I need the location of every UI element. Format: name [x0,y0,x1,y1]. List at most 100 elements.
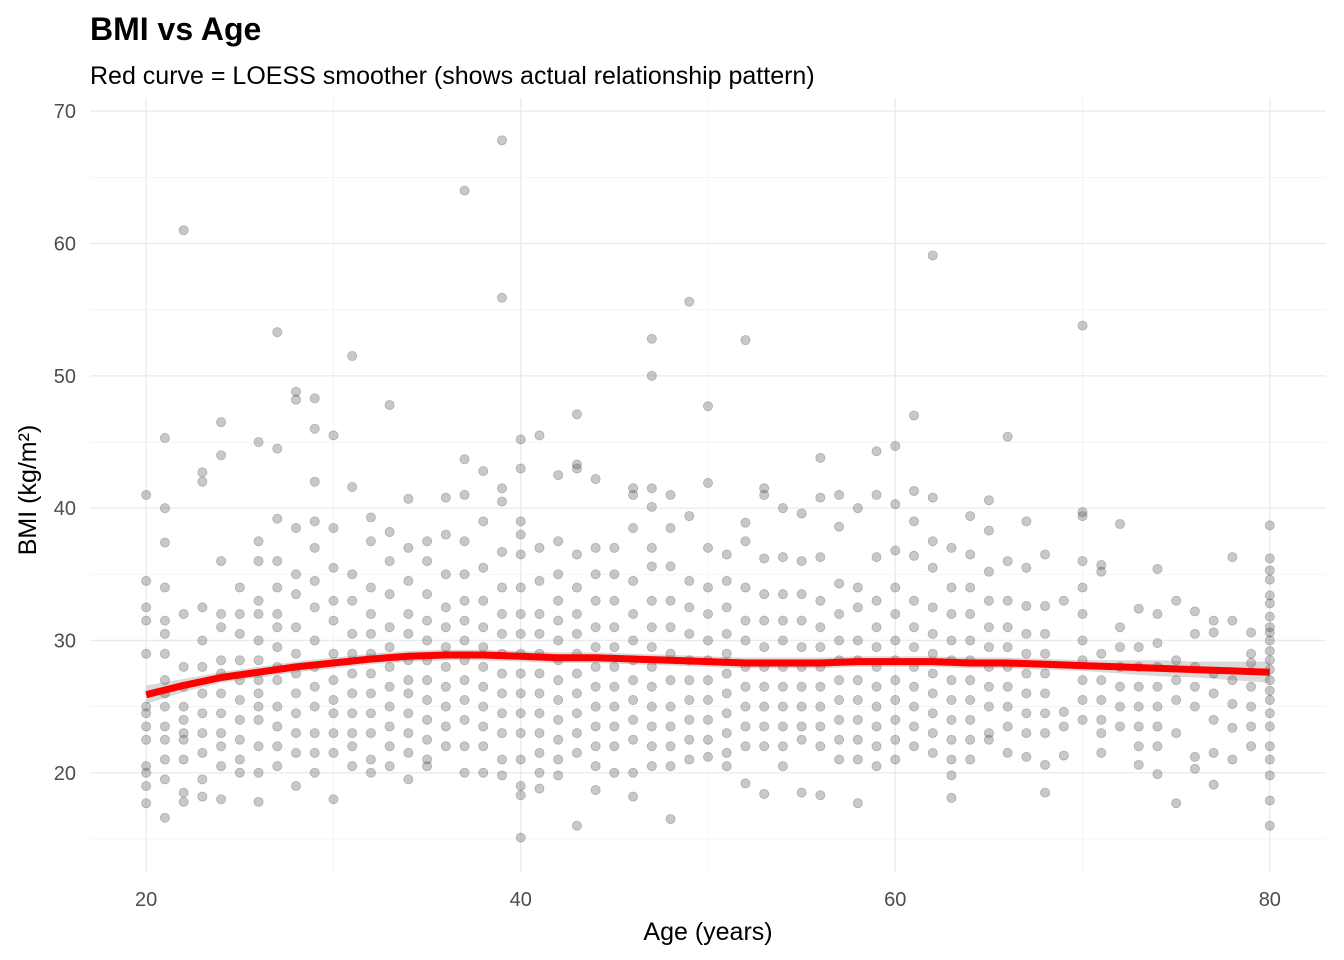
scatter-point [628,575,639,586]
scatter-point [983,595,994,606]
scatter-point [1002,431,1013,442]
scatter-point [834,675,845,686]
scatter-point [684,296,695,307]
scatter-point [553,536,564,547]
scatter-point [1152,721,1163,732]
scatter-point [290,622,301,633]
scatter-point [159,537,170,548]
scatter-point [422,615,433,626]
scatter-point [777,741,788,752]
scatter-point [965,635,976,646]
scatter-point [1040,759,1051,770]
scatter-point [159,701,170,712]
scatter-point [834,578,845,589]
scatter-point [1115,642,1126,653]
scatter-point [515,790,526,801]
scatter-point [871,489,882,500]
scatter-point [553,714,564,725]
scatter-point [983,681,994,692]
scatter-point [983,495,994,506]
scatter-point [759,483,770,494]
scatter-point [1264,708,1275,719]
scatter-point [777,552,788,563]
scatter-point [328,695,339,706]
scatter-point [1096,728,1107,739]
scatter-point [234,754,245,765]
scatter-point [403,688,414,699]
scatter-point [141,761,152,772]
scatter-point [684,714,695,725]
scatter-point [422,589,433,600]
scatter-point [478,741,489,752]
scatter-point [927,728,938,739]
scatter-point [309,767,320,778]
scatter-point [496,582,507,593]
scatter-point [1077,507,1088,518]
scatter-point [852,754,863,765]
scatter-point [290,747,301,758]
scatter-point [534,747,545,758]
scatter-point [365,582,376,593]
scatter-point [515,668,526,679]
loess-smoother-layer [145,651,1270,699]
scatter-point [1246,627,1257,638]
scatter-point [759,721,770,732]
scatter-point [553,615,564,626]
scatter-point [496,496,507,507]
scatter-point [1208,779,1219,790]
scatter-point [665,523,676,534]
scatter-point [1115,721,1126,732]
x-axis-title: Age (years) [643,918,772,946]
scatter-point [909,721,920,732]
scatter-point [216,741,227,752]
scatter-point [309,575,320,586]
scatter-point [178,734,189,745]
scatter-point [815,790,826,801]
scatter-point [328,595,339,606]
scatter-point [553,734,564,745]
scatter-point [909,642,920,653]
scatter-point [590,761,601,772]
scatter-point [403,542,414,553]
scatter-point [365,609,376,620]
scatter-point [197,774,208,785]
scatter-point [609,721,620,732]
scatter-point [515,832,526,843]
scatter-point [815,552,826,563]
scatter-point [852,635,863,646]
scatter-point [646,721,657,732]
scatter-point [440,569,451,580]
scatter-point [534,688,545,699]
scatter-point [272,513,283,524]
scatter-point [721,708,732,719]
scatter-point [234,695,245,706]
scatter-point [909,410,920,421]
scatter-point [871,552,882,563]
scatter-point [1264,754,1275,765]
scatter-point [290,523,301,534]
scatter-point [534,728,545,739]
scatter-point [1133,642,1144,653]
scatter-point [1264,590,1275,601]
scatter-point [628,635,639,646]
scatter-point [440,642,451,653]
scatter-point [459,695,470,706]
scatter-point [159,812,170,823]
scatter-point [684,511,695,522]
scatter-point [927,688,938,699]
scatter-point [1077,556,1088,567]
scatter-point [703,675,714,686]
scatter-point [159,648,170,659]
scatter-point [571,708,582,719]
scatter-point [1264,695,1275,706]
scatter-point [1264,675,1275,686]
scatter-point [515,463,526,474]
scatter-point [871,595,882,606]
scatter-point [703,751,714,762]
scatter-point [590,595,601,606]
scatter-point [740,741,751,752]
scatter-point [496,688,507,699]
scatter-point [178,754,189,765]
scatter-point [159,615,170,626]
scatter-point [1152,564,1163,575]
